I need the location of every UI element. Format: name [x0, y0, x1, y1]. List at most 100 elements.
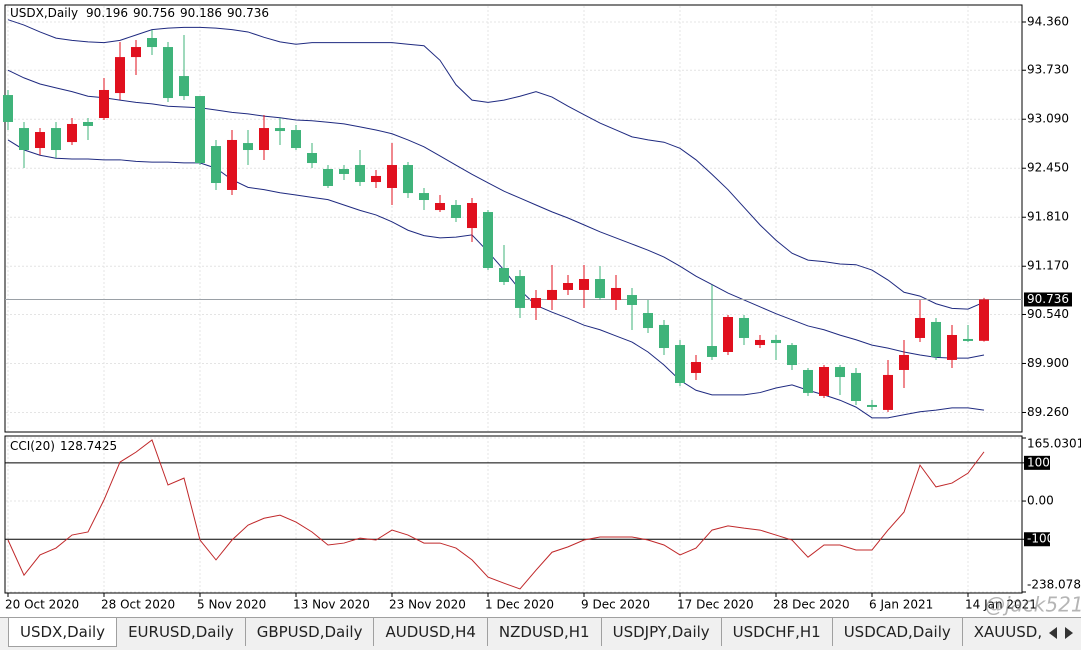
candle-body: [851, 372, 861, 401]
cci-title: CCI(20): [10, 439, 55, 453]
x-tick-label: 20 Oct 2020: [5, 598, 79, 612]
cci-line: [7, 439, 985, 590]
candle-body: [211, 146, 221, 184]
candle-body: [179, 76, 189, 97]
x-tick-label: 6 Jan 2021: [869, 598, 933, 612]
candle-body: [771, 339, 781, 344]
level-label-bg: [1024, 455, 1050, 470]
candle-body: [803, 369, 813, 393]
y-tick-label: -238.0783: [1027, 578, 1081, 592]
tab-bar: USDX,Daily EURUSD,Daily GBPUSD,Daily AUDUSD…: [0, 617, 1081, 650]
candle-body: [291, 130, 301, 149]
candle-body: [499, 267, 509, 283]
symbol-tab[interactable]: AUDUSD,H4: [374, 618, 488, 646]
y-tick-label: 92.450: [1027, 161, 1069, 175]
header-open: 90.196: [86, 6, 128, 20]
candle-body: [579, 279, 589, 290]
candle-body: [195, 96, 205, 164]
symbol-tab[interactable]: USDX,Daily: [8, 618, 118, 647]
y-tick-label: 89.260: [1027, 405, 1069, 419]
current-price-label: 90.736: [1027, 292, 1069, 306]
candle-body: [563, 283, 573, 290]
candle-body: [451, 204, 461, 219]
y-tick-label: 91.810: [1027, 210, 1069, 224]
candle-body: [595, 279, 605, 299]
candle-body: [723, 317, 733, 352]
price-panel: [4, 4, 1023, 433]
candle-body: [755, 339, 765, 346]
cci-header: CCI(20) 128.7425: [10, 439, 117, 453]
current-price-label-bg: [1024, 292, 1072, 307]
candle-body: [739, 317, 749, 338]
candle-body: [883, 374, 893, 410]
candle-body: [963, 338, 973, 341]
scroll-left[interactable]: [1049, 627, 1057, 639]
candle-body: [787, 345, 797, 366]
candle-body: [835, 366, 845, 378]
symbol-tab[interactable]: USDJPY,Daily: [602, 618, 722, 646]
candle-body: [163, 47, 173, 99]
x-tick-label: 14 Jan 2021: [965, 598, 1037, 612]
y-tick-label: 93.090: [1027, 112, 1069, 126]
symbol-tab[interactable]: NZDUSD,H1: [488, 618, 602, 646]
candle-body: [227, 139, 237, 190]
candle-body: [899, 354, 909, 370]
candle-body: [115, 57, 125, 94]
x-tick-label: 17 Dec 2020: [677, 598, 754, 612]
scroll-right[interactable]: [1065, 627, 1073, 639]
candle-body: [947, 334, 957, 360]
y-tick-label: 100: [1027, 455, 1050, 469]
x-tick-label: 28 Oct 2020: [101, 598, 175, 612]
candle-body: [67, 123, 77, 143]
candle-body: [819, 366, 829, 396]
candle-body: [867, 404, 877, 407]
y-tick-label: 0.00: [1027, 494, 1054, 508]
symbol-tab[interactable]: GBPUSD,Daily: [246, 618, 375, 646]
candle-body: [355, 165, 365, 183]
candle-body: [419, 193, 429, 201]
x-tick-label: 9 Dec 2020: [581, 598, 650, 612]
symbol-tab[interactable]: USDCHF,H1: [722, 618, 833, 646]
x-tick-label: 5 Nov 2020: [197, 598, 266, 612]
candle-body: [131, 47, 141, 58]
candle-body: [659, 324, 669, 349]
candle-body: [259, 128, 269, 151]
candle-body: [19, 128, 29, 151]
tab-scroll: [1041, 618, 1081, 648]
symbol-tab[interactable]: EURUSD,Daily: [117, 618, 246, 646]
candle-body: [243, 143, 253, 151]
candle-body: [931, 321, 941, 357]
candle-body: [547, 289, 557, 301]
y-tick-label: 165.0301: [1027, 437, 1081, 451]
band-line: [7, 69, 985, 359]
header-high: 90.756: [133, 6, 175, 20]
candle-body: [675, 345, 685, 383]
candle-body: [147, 37, 157, 48]
candle-body: [627, 295, 637, 305]
candle-body: [915, 317, 925, 338]
header-low: 90.186: [180, 6, 222, 20]
candle-body: [99, 89, 109, 119]
candle-body: [323, 169, 333, 186]
y-tick-label: -100: [1027, 532, 1054, 546]
chart-title: USDX,Daily: [10, 6, 78, 20]
candle-body: [51, 128, 61, 151]
y-tick-label: 90.540: [1027, 307, 1069, 321]
x-tick-label: 1 Dec 2020: [485, 598, 554, 612]
level-label-bg: [1024, 532, 1050, 547]
x-tick-label: 23 Nov 2020: [389, 598, 466, 612]
band-line: [7, 19, 985, 310]
candle-body: [339, 169, 349, 174]
y-tick-label: 89.900: [1027, 356, 1069, 370]
symbol-tab[interactable]: USDCAD,Daily: [833, 618, 963, 646]
y-tick-label: 93.730: [1027, 63, 1069, 77]
candle-body: [435, 202, 445, 211]
candle-body: [483, 212, 493, 268]
candle-body: [467, 202, 477, 229]
candle-body: [3, 95, 13, 122]
candle-body: [307, 152, 317, 164]
candle-body: [371, 175, 381, 183]
candle-body: [979, 299, 989, 341]
